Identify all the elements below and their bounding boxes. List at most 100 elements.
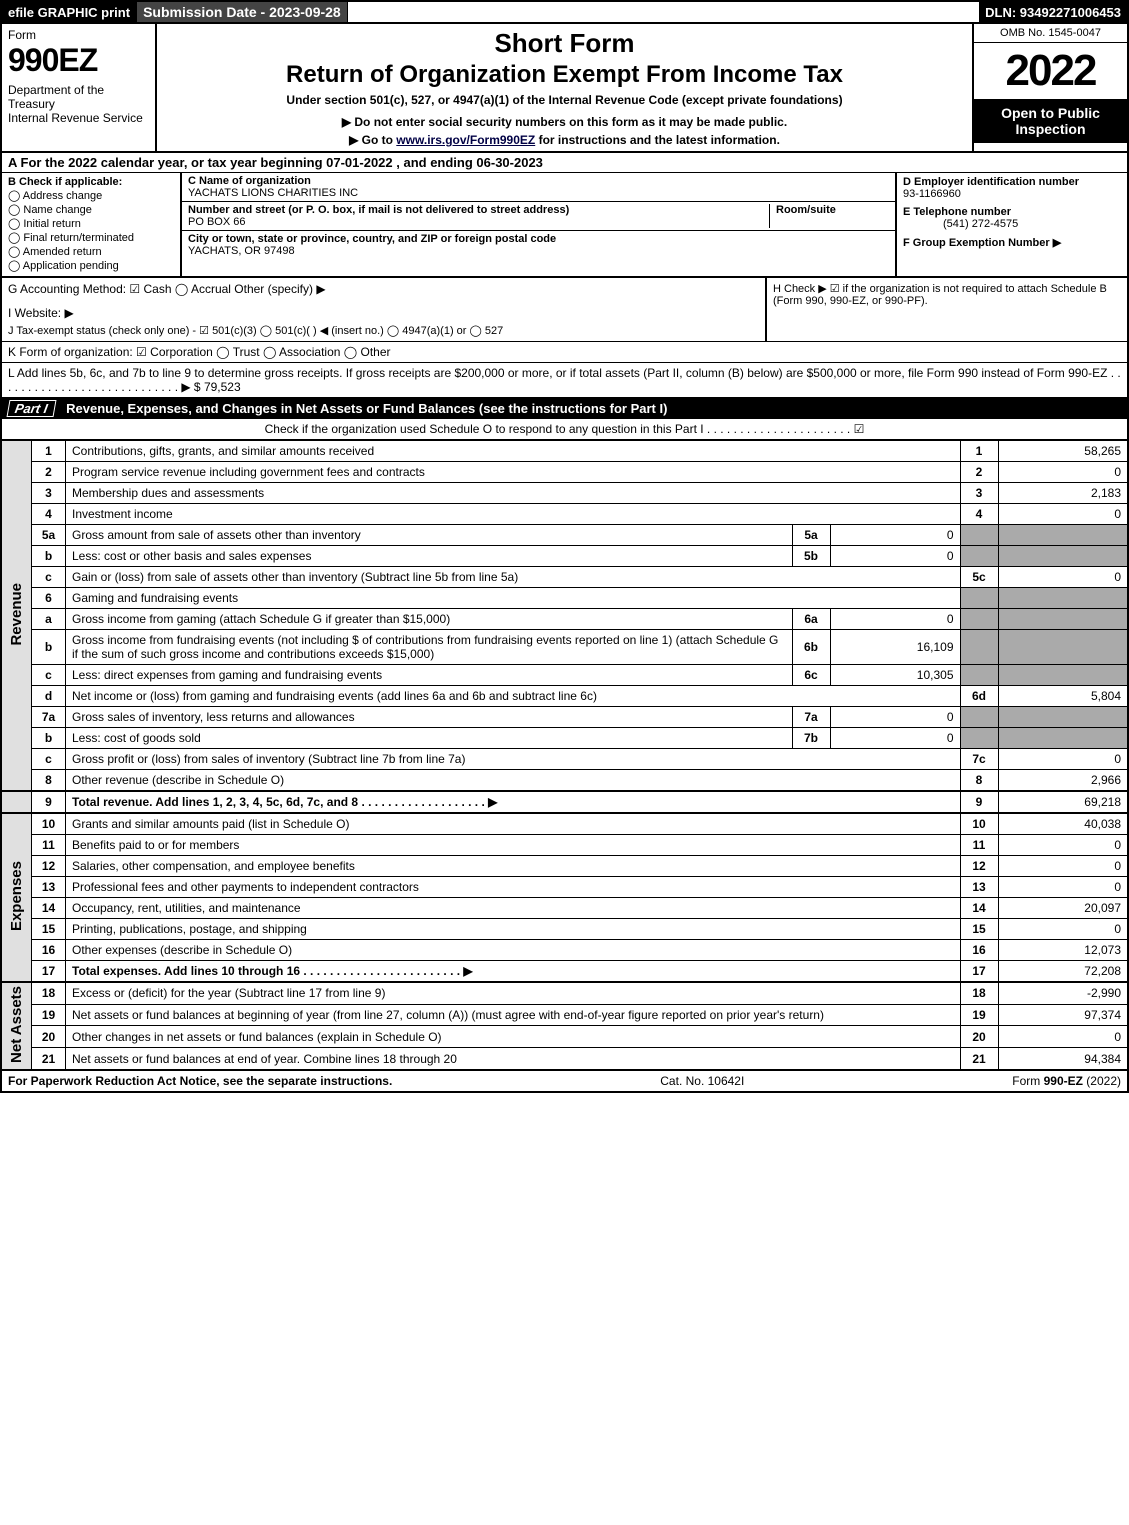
line-subvalue: 0 — [830, 609, 960, 630]
header-right: OMB No. 1545-0047 2022 Open to Public In… — [972, 24, 1127, 151]
row-6: 6 Gaming and fundraising events — [1, 588, 1128, 609]
addr-label: Number and street (or P. O. box, if mail… — [188, 204, 569, 216]
chk-amended-return[interactable]: ◯ Amended return — [8, 245, 174, 258]
line-label-grey — [960, 728, 998, 749]
line-label-grey — [960, 525, 998, 546]
line-label: 1 — [960, 441, 998, 462]
chk-final-return[interactable]: ◯ Final return/terminated — [8, 231, 174, 244]
line-label: 6d — [960, 686, 998, 707]
line-num: 13 — [32, 877, 66, 898]
line-label: 2 — [960, 462, 998, 483]
line-label: 11 — [960, 835, 998, 856]
line-subvalue: 0 — [830, 525, 960, 546]
chk-address-change[interactable]: ◯ Address change — [8, 189, 174, 202]
line-desc: Gaming and fundraising events — [66, 588, 961, 609]
chk-label: Address change — [23, 190, 103, 202]
line-value: 12,073 — [998, 940, 1128, 961]
chk-initial-return[interactable]: ◯ Initial return — [8, 217, 174, 230]
row-6a: a Gross income from gaming (attach Sched… — [1, 609, 1128, 630]
row-7a: 7a Gross sales of inventory, less return… — [1, 707, 1128, 728]
row-1: Revenue 1 Contributions, gifts, grants, … — [1, 441, 1128, 462]
line-desc: Total revenue. Add lines 1, 2, 3, 4, 5c,… — [66, 791, 961, 813]
row-7b: b Less: cost of goods sold 7b 0 — [1, 728, 1128, 749]
spacer — [1, 791, 32, 813]
room-label: Room/suite — [776, 204, 836, 216]
row-5b: b Less: cost or other basis and sales ex… — [1, 546, 1128, 567]
page-footer: For Paperwork Reduction Act Notice, see … — [0, 1071, 1129, 1093]
form-title: Return of Organization Exempt From Incom… — [163, 61, 966, 89]
line-sublabel: 6a — [792, 609, 830, 630]
line-num: 6 — [32, 588, 66, 609]
line-value-grey — [998, 707, 1128, 728]
line-num: 20 — [32, 1026, 66, 1048]
row-13: 13 Professional fees and other payments … — [1, 877, 1128, 898]
line-desc: Gross amount from sale of assets other t… — [66, 525, 793, 546]
efile-label: efile GRAPHIC print — [2, 2, 137, 22]
line-label-grey — [960, 707, 998, 728]
line-sublabel: 7b — [792, 728, 830, 749]
line-num: 9 — [32, 791, 66, 813]
line-desc: Contributions, gifts, grants, and simila… — [66, 441, 961, 462]
line-value-grey — [998, 525, 1128, 546]
tax-year: 2022 — [974, 43, 1127, 99]
form-number: 990EZ — [8, 42, 149, 79]
chk-label: Amended return — [23, 246, 102, 258]
line-desc: Professional fees and other payments to … — [66, 877, 961, 898]
line-num: 10 — [32, 813, 66, 835]
line-label-grey — [960, 609, 998, 630]
line-value: 2,183 — [998, 483, 1128, 504]
line-num: 15 — [32, 919, 66, 940]
line-num: c — [32, 665, 66, 686]
line-num: 2 — [32, 462, 66, 483]
line-num: b — [32, 546, 66, 567]
line-desc: Gain or (loss) from sale of assets other… — [66, 567, 961, 588]
line-num: 21 — [32, 1048, 66, 1070]
line-label: 17 — [960, 961, 998, 983]
line-num: b — [32, 630, 66, 665]
line-value-grey — [998, 728, 1128, 749]
line-value: 97,374 — [998, 1004, 1128, 1026]
section-def: D Employer identification number93-11669… — [897, 173, 1127, 276]
line-value-grey — [998, 546, 1128, 567]
line-label: 8 — [960, 770, 998, 792]
line-desc: Benefits paid to or for members — [66, 835, 961, 856]
line-value: 0 — [998, 919, 1128, 940]
line-l: L Add lines 5b, 6c, and 7b to line 9 to … — [0, 363, 1129, 398]
line-desc: Gross income from gaming (attach Schedul… — [66, 609, 793, 630]
line-value: 0 — [998, 462, 1128, 483]
line-desc: Less: direct expenses from gaming and fu… — [66, 665, 793, 686]
line-label-grey — [960, 588, 998, 609]
chk-name-change[interactable]: ◯ Name change — [8, 203, 174, 216]
line-sublabel: 6c — [792, 665, 830, 686]
line-label: 12 — [960, 856, 998, 877]
ein-label: D Employer identification number — [903, 176, 1079, 188]
chk-application-pending[interactable]: ◯ Application pending — [8, 259, 174, 272]
line-sublabel: 6b — [792, 630, 830, 665]
line-value: 0 — [998, 1026, 1128, 1048]
irs-link[interactable]: www.irs.gov/Form990EZ — [396, 133, 535, 147]
expenses-sidelabel: Expenses — [1, 813, 32, 982]
org-name: YACHATS LIONS CHARITIES INC — [188, 187, 358, 199]
line-a-tax-year: A For the 2022 calendar year, or tax yea… — [0, 153, 1129, 173]
website-line: I Website: ▶ — [8, 306, 759, 320]
row-6d: d Net income or (loss) from gaming and f… — [1, 686, 1128, 707]
org-address: PO BOX 66 — [188, 216, 245, 228]
line-label: 3 — [960, 483, 998, 504]
public-inspection-label: Open to Public Inspection — [974, 99, 1127, 143]
line-label: 4 — [960, 504, 998, 525]
line-value: 0 — [998, 877, 1128, 898]
line-value: 20,097 — [998, 898, 1128, 919]
tel-label: E Telephone number — [903, 206, 1011, 218]
line-desc: Less: cost of goods sold — [66, 728, 793, 749]
row-2: 2 Program service revenue including gove… — [1, 462, 1128, 483]
part1-subheader: Check if the organization used Schedule … — [0, 419, 1129, 440]
header-left: Form 990EZ Department of the Treasury In… — [2, 24, 157, 151]
omb-number: OMB No. 1545-0047 — [974, 24, 1127, 43]
section-gh: G Accounting Method: ☑ Cash ◯ Accrual Ot… — [0, 278, 1129, 342]
line-subvalue: 0 — [830, 728, 960, 749]
dln-label: DLN: 93492271006453 — [979, 2, 1127, 22]
line-num: 12 — [32, 856, 66, 877]
org-name-label: C Name of organization — [188, 175, 311, 187]
chk-label: Name change — [23, 204, 92, 216]
accounting-method: G Accounting Method: ☑ Cash ◯ Accrual Ot… — [8, 282, 759, 296]
